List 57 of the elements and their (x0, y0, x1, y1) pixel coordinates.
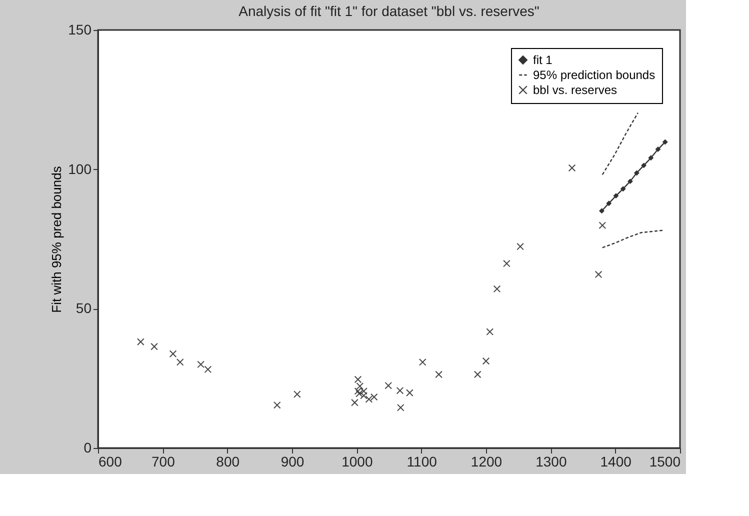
point (598, 222, 606, 230)
point (356, 382, 364, 390)
point (396, 386, 404, 394)
x-tick-label: 800 (216, 454, 240, 470)
x-tick-label: 1100 (406, 454, 438, 470)
point (435, 370, 442, 378)
point (634, 170, 640, 176)
point (594, 270, 602, 278)
legend-label: 95% prediction bounds (533, 68, 656, 82)
point (620, 186, 626, 192)
point (613, 193, 619, 199)
point (599, 208, 604, 214)
point (273, 401, 281, 409)
point (396, 404, 404, 412)
x-tick-label: 1000 (342, 454, 373, 470)
x-tick-label: 1200 (470, 454, 502, 470)
point (503, 260, 510, 268)
point (516, 242, 524, 250)
line-series (602, 230, 664, 248)
x-tick-label: 1300 (536, 454, 567, 470)
point (354, 376, 362, 384)
y-axis-title: Fit with 95% pred bounds (49, 166, 64, 313)
point (662, 139, 668, 145)
legend-label: bbl vs. reserves (533, 83, 618, 97)
x-tick-label: 700 (151, 454, 176, 470)
point (474, 370, 482, 378)
point (568, 164, 576, 172)
x-tick-label: 1400 (600, 454, 632, 470)
y-tick-label: 0 (84, 440, 92, 456)
point (606, 200, 612, 206)
point (294, 390, 301, 398)
y-tick-label: 100 (68, 160, 92, 177)
point (493, 285, 501, 293)
point (176, 358, 184, 366)
line-series (602, 112, 639, 176)
y-tick-label: 150 (68, 22, 92, 38)
point (641, 162, 647, 168)
point (648, 155, 654, 161)
point (150, 342, 158, 350)
point (627, 178, 633, 184)
point (384, 382, 392, 390)
point (137, 338, 144, 346)
point (418, 358, 426, 366)
chart-title: Analysis of fit "fit 1" for dataset "bbl vs. reserves" (238, 3, 540, 19)
x-tick-label: 1500 (649, 454, 681, 470)
legend-label: fit 1 (533, 53, 553, 67)
point (169, 350, 177, 358)
point (482, 357, 490, 365)
point (351, 398, 358, 406)
point (406, 389, 414, 396)
y-tick-label: 50 (76, 300, 92, 316)
x-tick-label: 900 (280, 454, 304, 470)
point (486, 328, 494, 336)
point (204, 366, 212, 374)
point (197, 360, 204, 368)
x-tick-label: 600 (98, 454, 122, 470)
point (655, 146, 661, 152)
